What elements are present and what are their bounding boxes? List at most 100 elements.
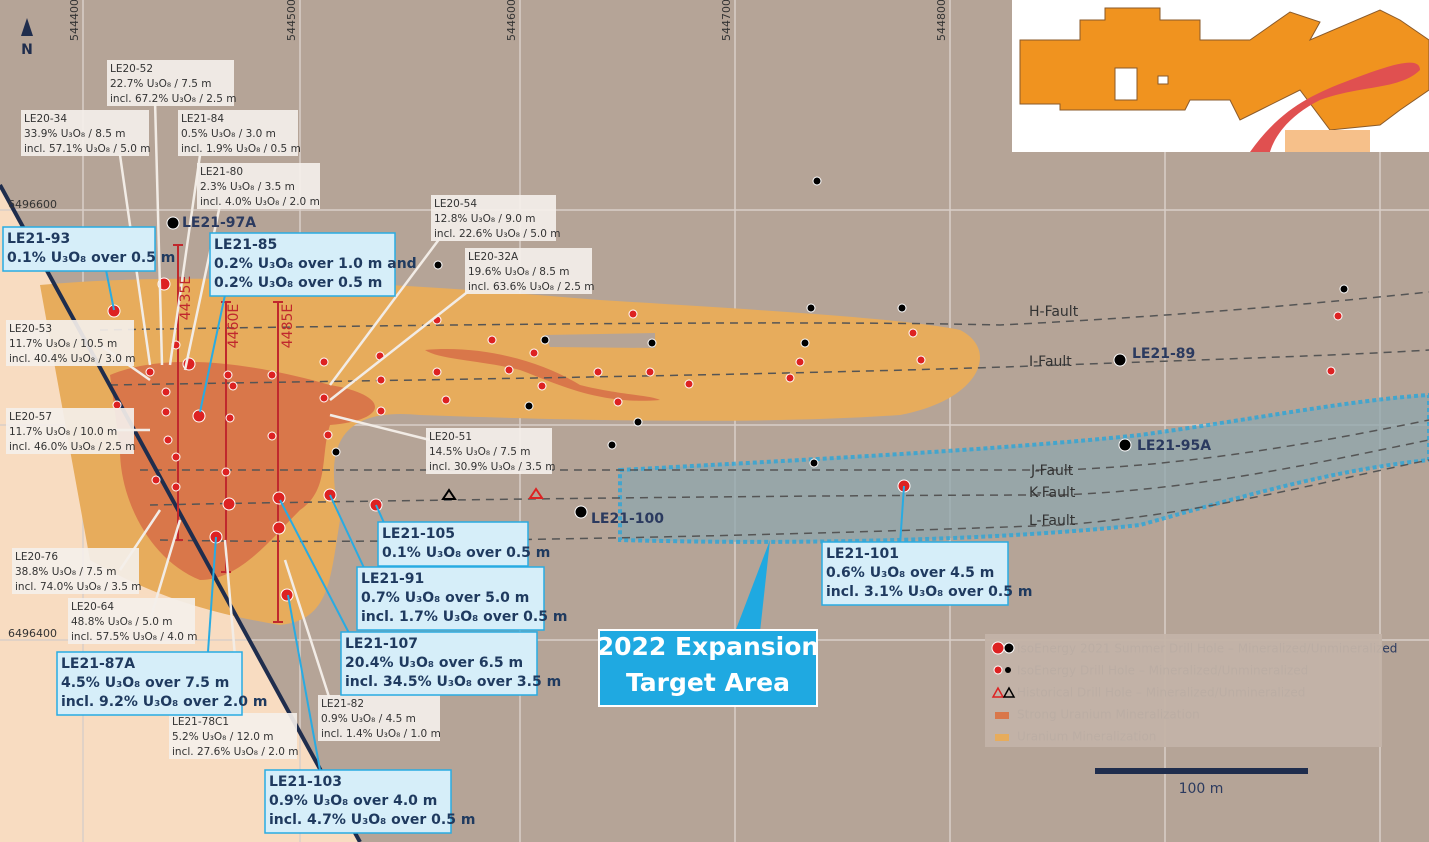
mineralized-hole	[916, 355, 926, 365]
unmineralized-hole	[812, 176, 822, 186]
unmineralized-hole	[897, 303, 907, 313]
callout-title: LE21-107	[345, 636, 418, 652]
mineralized-hole	[645, 367, 655, 377]
blue-leader-lines	[104, 264, 905, 771]
unmineralized-hole	[540, 335, 550, 345]
mineralized-hole	[163, 435, 173, 445]
historical-hole-mineralized	[528, 487, 544, 499]
callout-line: 0.9% U₃O₈ over 4.0 m	[269, 793, 437, 809]
barren-window	[545, 333, 655, 348]
callout-line: incl. 63.6% U₃O₈ / 2.5 m	[468, 281, 594, 293]
mineralized-hole	[537, 381, 547, 391]
callout-line: incl. 57.5% U₃O₈ / 4.0 m	[71, 631, 197, 643]
strong-mineralization	[425, 349, 660, 401]
callout-line: 0.6% U₃O₈ over 4.5 m	[826, 565, 994, 581]
mineralized-hole	[613, 397, 623, 407]
mineralized-hole	[221, 467, 231, 477]
northing-label: 6496400	[8, 627, 57, 640]
mineralized-hole	[376, 406, 386, 416]
inset-map	[1012, 0, 1429, 152]
fault-label: I-Fault	[1029, 354, 1072, 370]
mineralized-hole	[145, 367, 155, 377]
callout-title: LE20-52	[110, 63, 153, 75]
scale-label: 100 m	[1179, 781, 1224, 797]
easting-label: 544400	[68, 0, 81, 41]
callout-line: 4.5% U₃O₈ over 7.5 m	[61, 675, 229, 691]
callout-line: 22.7% U₃O₈ / 7.5 m	[110, 78, 212, 90]
callout-line: incl. 67.2% U₃O₈ / 2.5 m	[110, 93, 236, 105]
callout-line: incl. 1.7% U₃O₈ over 0.5 m	[361, 609, 567, 625]
mineralized-hole	[222, 497, 236, 511]
mineralized-hole	[272, 491, 286, 505]
gray-callout-box	[197, 163, 320, 209]
unmineralized-hole	[1118, 438, 1132, 452]
callout-line: 0.7% U₃O₈ over 5.0 m	[361, 590, 529, 606]
callout-line: 11.7% U₃O₈ / 10.0 m	[9, 426, 117, 438]
callout-title: LE21-82	[321, 698, 364, 710]
mineralized-hole	[593, 367, 603, 377]
callout-line: 5.2% U₃O₈ / 12.0 m	[172, 731, 274, 743]
gray-callout-box	[426, 428, 552, 474]
callout-line: 11.7% U₃O₈ / 10.5 m	[9, 338, 117, 350]
callout-title: LE20-51	[429, 431, 472, 443]
fault-label: K-Fault	[1029, 485, 1076, 501]
north-arrow	[21, 18, 33, 36]
fault-label: L-Fault	[1029, 513, 1076, 529]
callout-title: LE20-64	[71, 601, 114, 613]
mineralized-hole	[628, 309, 638, 319]
blue-callout-box	[821, 541, 1009, 606]
unmineralized-hole	[1113, 353, 1127, 367]
callout-line: 0.2% U₃O₈ over 0.5 m	[214, 275, 382, 291]
callout-line: incl. 74.0% U₃O₈ / 3.5 m	[15, 581, 141, 593]
callout-line: 0.2% U₃O₈ over 1.0 m and	[214, 256, 417, 272]
expansion-target-zone	[618, 392, 1429, 544]
blue-callout-box	[56, 651, 243, 716]
callout-title: LE21-105	[382, 526, 455, 542]
callout-title: LE20-57	[9, 411, 52, 423]
blue-callout-box	[209, 232, 396, 297]
target-label: 2022 Expansion	[597, 632, 819, 661]
callout-line: 19.6% U₃O₈ / 8.5 m	[468, 266, 570, 278]
mineralized-hole	[267, 431, 277, 441]
mineralized-hole	[795, 357, 805, 367]
mineralized-hole	[319, 357, 329, 367]
callout-line: 20.4% U₃O₈ over 6.5 m	[345, 655, 523, 671]
easting-label: 544600	[505, 0, 518, 41]
mineralized-hole	[228, 381, 238, 391]
callout-line: 48.8% U₃O₈ / 5.0 m	[71, 616, 173, 628]
gray-callout-box	[178, 110, 298, 156]
callout-line: 38.8% U₃O₈ / 7.5 m	[15, 566, 117, 578]
callout-title: LE21-87A	[61, 656, 135, 672]
unmineralized-hole	[574, 505, 588, 519]
callout-line: incl. 40.4% U₃O₈ / 3.0 m	[9, 353, 135, 365]
callout-line: 33.9% U₃O₈ / 8.5 m	[24, 128, 126, 140]
gray-callout-box	[431, 195, 556, 241]
callout-line: 2.3% U₃O₈ / 3.5 m	[200, 181, 295, 193]
unmineralized-hole	[809, 458, 819, 468]
callout-line: incl. 22.6% U₃O₈ / 5.0 m	[434, 228, 560, 240]
callout-line: incl. 4.7% U₃O₈ over 0.5 m	[269, 812, 475, 828]
gray-callout-box	[465, 248, 592, 294]
unmineralized-hole	[647, 338, 657, 348]
property-boundary	[0, 184, 362, 842]
mineralized-hole	[272, 521, 286, 535]
callout-title: LE21-103	[269, 774, 342, 790]
unmineralized-hole	[331, 447, 341, 457]
gray-callout-box	[169, 713, 297, 759]
section-label: 4485E	[280, 304, 296, 348]
gray-callout-box	[21, 110, 149, 156]
mineralized-hole	[376, 375, 386, 385]
blue-callout-box	[356, 566, 545, 631]
callout-line: 0.1% U₃O₈ over 0.5 m	[382, 545, 550, 561]
callout-line: 14.5% U₃O₈ / 7.5 m	[429, 446, 531, 458]
callout-line: incl. 57.1% U₃O₈ / 5.0 m	[24, 143, 150, 155]
unmineralized-hole	[1339, 284, 1349, 294]
historical-hole	[441, 488, 457, 500]
unmineralized-hole	[806, 303, 816, 313]
mineralized-hole	[161, 407, 171, 417]
target-box	[598, 629, 818, 707]
unmineralized-hole	[633, 417, 643, 427]
gray-callout-box	[6, 408, 134, 454]
callout-line: incl. 27.6% U₃O₈ / 2.0 m	[172, 746, 298, 758]
